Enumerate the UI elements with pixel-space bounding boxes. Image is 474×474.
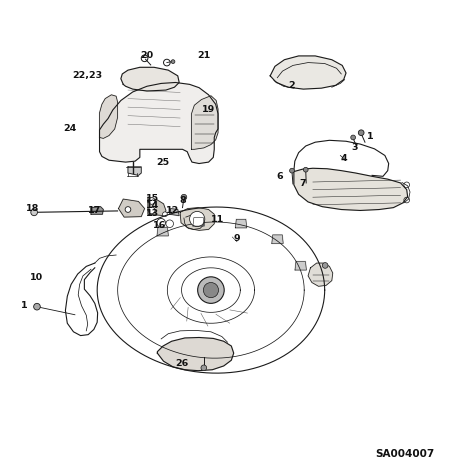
Circle shape [125,207,131,212]
Text: 1: 1 [21,301,28,310]
Text: 9: 9 [234,235,240,243]
Circle shape [181,194,187,200]
Polygon shape [272,235,283,244]
Circle shape [163,212,167,217]
Circle shape [34,303,40,310]
Polygon shape [118,199,145,217]
Text: SA004007: SA004007 [375,449,435,459]
Text: 22,23: 22,23 [73,72,103,80]
Text: 1: 1 [367,132,374,141]
Circle shape [148,207,155,214]
Circle shape [290,168,294,173]
Polygon shape [121,67,179,91]
Text: 16: 16 [153,221,166,230]
Text: 21: 21 [197,51,210,60]
Polygon shape [128,167,141,175]
Circle shape [358,130,364,136]
Circle shape [303,167,308,172]
Polygon shape [170,209,179,216]
Polygon shape [180,208,214,230]
Polygon shape [100,82,218,164]
Polygon shape [295,262,306,270]
Text: 8: 8 [179,197,186,205]
Polygon shape [100,95,118,138]
Text: 2: 2 [289,81,295,90]
Text: 4: 4 [341,155,347,163]
Text: 12: 12 [166,207,180,215]
Text: 18: 18 [26,204,39,213]
Text: 20: 20 [140,51,154,60]
Text: 3: 3 [351,144,358,152]
Circle shape [190,211,205,227]
Circle shape [322,263,328,268]
Polygon shape [294,168,408,210]
Text: 10: 10 [30,273,44,282]
Polygon shape [191,96,218,149]
Text: 24: 24 [64,125,77,133]
Polygon shape [148,197,166,216]
Text: 26: 26 [175,359,189,367]
Text: 7: 7 [299,179,306,188]
Text: 19: 19 [202,106,215,114]
Text: 17: 17 [88,206,101,215]
Polygon shape [308,263,333,286]
Circle shape [148,198,155,204]
Circle shape [203,283,219,298]
Polygon shape [91,207,103,214]
Circle shape [157,219,165,227]
Text: 13: 13 [146,209,159,218]
Polygon shape [193,218,204,226]
Text: 15: 15 [146,194,159,202]
Circle shape [166,220,173,228]
Polygon shape [270,56,346,89]
Circle shape [201,365,207,371]
Text: 6: 6 [276,173,283,181]
Text: 14: 14 [146,201,159,210]
Circle shape [171,60,175,64]
Polygon shape [236,219,247,228]
Polygon shape [157,228,168,236]
Text: 11: 11 [211,216,225,224]
Circle shape [351,135,356,140]
Polygon shape [157,337,234,371]
Text: 25: 25 [156,158,170,166]
Circle shape [198,277,224,303]
Circle shape [31,209,37,216]
